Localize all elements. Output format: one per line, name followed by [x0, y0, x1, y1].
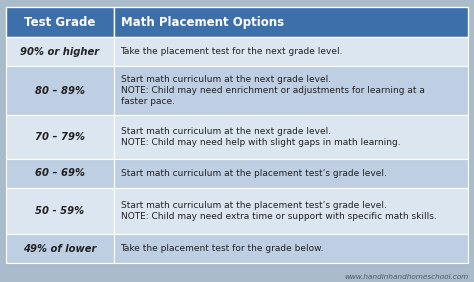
- Text: 80 – 89%: 80 – 89%: [35, 86, 85, 96]
- Bar: [114, 66, 468, 115]
- Text: Math Placement Options: Math Placement Options: [120, 16, 284, 29]
- Text: Take the placement test for the next grade level.: Take the placement test for the next gra…: [120, 47, 343, 56]
- Text: Start math curriculum at the placement test’s grade level.: Start math curriculum at the placement t…: [120, 169, 386, 178]
- Text: 50 - 59%: 50 - 59%: [36, 206, 84, 216]
- Text: 90% or higher: 90% or higher: [20, 47, 100, 56]
- Text: Start math curriculum at the next grade level.
NOTE: Child may need help with sl: Start math curriculum at the next grade …: [120, 127, 400, 147]
- Bar: [114, 188, 468, 234]
- Text: 60 – 69%: 60 – 69%: [35, 168, 85, 178]
- Bar: [6, 37, 114, 66]
- Bar: [114, 234, 468, 263]
- Bar: [114, 7, 468, 37]
- Text: Test Grade: Test Grade: [24, 16, 96, 29]
- Text: www.handinhandhomeschool.com: www.handinhandhomeschool.com: [344, 274, 468, 280]
- Text: Start math curriculum at the placement test’s grade level.
NOTE: Child may need : Start math curriculum at the placement t…: [120, 201, 436, 221]
- Bar: [6, 188, 114, 234]
- Text: Start math curriculum at the next grade level.
NOTE: Child may need enrichment o: Start math curriculum at the next grade …: [120, 75, 424, 106]
- Bar: [114, 159, 468, 188]
- Bar: [6, 115, 114, 159]
- Bar: [6, 159, 114, 188]
- Bar: [114, 115, 468, 159]
- Bar: [6, 66, 114, 115]
- Bar: [114, 37, 468, 66]
- Text: 70 – 79%: 70 – 79%: [35, 132, 85, 142]
- Bar: [6, 7, 114, 37]
- Text: 49% of lower: 49% of lower: [23, 244, 97, 254]
- Text: Take the placement test for the grade below.: Take the placement test for the grade be…: [120, 244, 324, 253]
- Bar: [6, 234, 114, 263]
